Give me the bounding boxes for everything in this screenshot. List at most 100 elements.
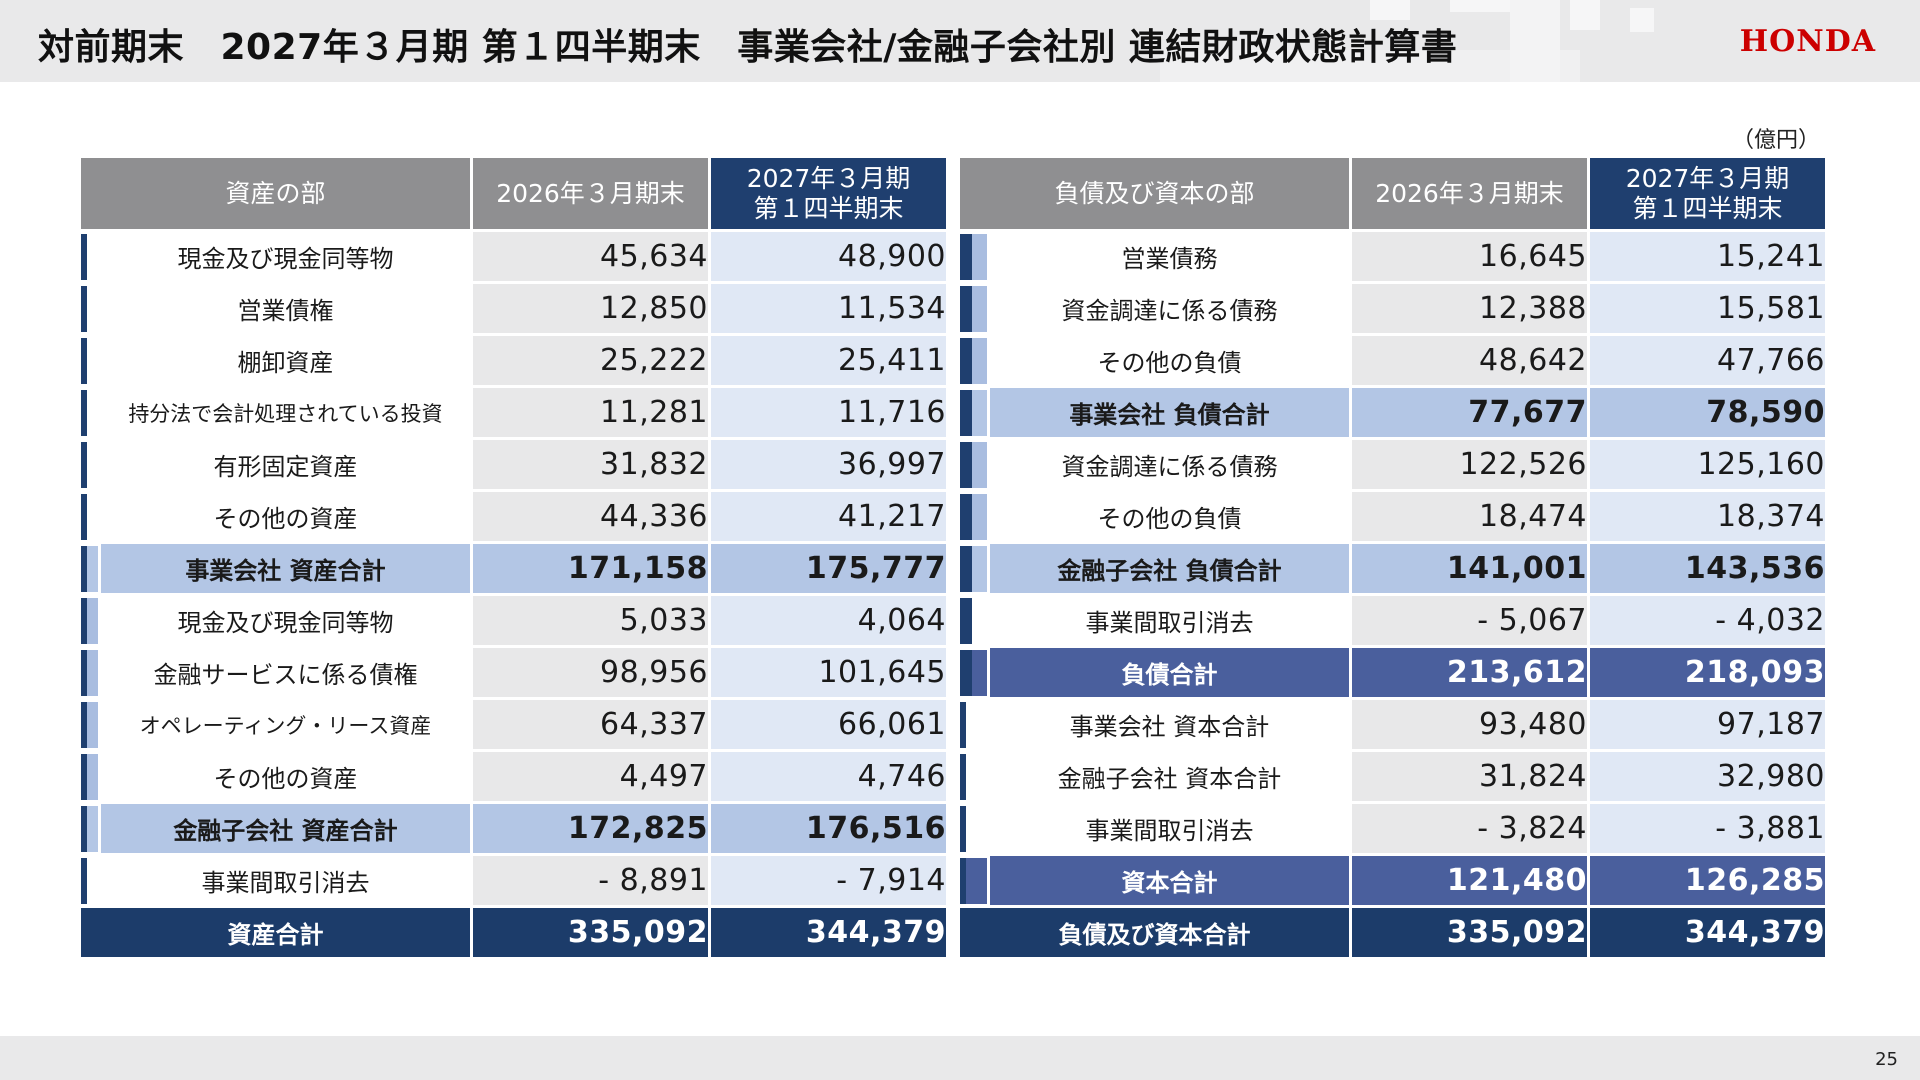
table-row: 事業間取引消去 - 8,891- 7,914 <box>78 853 949 908</box>
value-prev-period: 93,480 <box>1349 697 1590 752</box>
value-prev-period: 12,388 <box>1349 281 1590 336</box>
row-group-marker <box>78 281 101 336</box>
value-current-period: 218,093 <box>1587 645 1828 700</box>
assets-table: 資産の部 2026年３月期末 2027年３月期 第１四半期末 現金及び現金同等物… <box>78 155 949 960</box>
row-group-marker <box>957 801 990 856</box>
value-current-period: 36,997 <box>708 437 949 492</box>
row-label: 事業会社 資産合計 <box>98 541 473 596</box>
row-group-marker <box>78 801 101 856</box>
value-current-period: 66,061 <box>708 697 949 752</box>
liabilities-section-header: 負債及び資本の部 <box>957 155 1352 232</box>
row-group-marker <box>957 645 990 700</box>
value-prev-period: 31,824 <box>1349 749 1590 804</box>
table-row: 資本合計 121,480 126,285 <box>957 853 1828 908</box>
table-row: 現金及び現金同等物 45,634 48,900 <box>78 229 949 284</box>
liabilities-header-row: 負債及び資本の部 2026年３月期末 2027年３月期 第１四半期末 <box>957 155 1828 232</box>
value-current-period: 175,777 <box>708 541 949 596</box>
table-row: 営業債務 16,645 15,241 <box>957 229 1828 284</box>
value-prev-period: 213,612 <box>1349 645 1590 700</box>
row-group-marker <box>78 593 101 648</box>
table-row: 金融子会社 負債合計 141,001 143,536 <box>957 541 1828 596</box>
value-prev-period: 44,336 <box>470 489 711 544</box>
value-prev-period: 121,480 <box>1349 853 1590 908</box>
value-prev-period: 335,092 <box>1349 905 1590 960</box>
row-group-marker <box>78 697 101 752</box>
value-current-period: 15,581 <box>1587 281 1828 336</box>
row-label: 資本合計 <box>987 853 1352 908</box>
liabilities-prev-header: 2026年３月期末 <box>1349 155 1590 232</box>
row-label: 事業間取引消去 <box>987 593 1352 648</box>
row-group-marker <box>78 437 101 492</box>
row-group-marker <box>78 385 101 440</box>
value-prev-period: 31,832 <box>470 437 711 492</box>
row-group-marker <box>78 541 101 596</box>
row-label: 金融子会社 資産合計 <box>98 801 473 856</box>
row-group-marker <box>957 437 990 492</box>
table-row: その他の負債 18,474 18,374 <box>957 489 1828 544</box>
value-prev-period: 18,474 <box>1349 489 1590 544</box>
liabilities-cur-header-line1: 2027年３月期 <box>1625 163 1790 193</box>
liabilities-cur-header: 2027年３月期 第１四半期末 <box>1587 155 1828 232</box>
value-current-period: 4,746 <box>708 749 949 804</box>
row-label: 棚卸資産 <box>98 333 473 388</box>
row-label: その他の資産 <box>98 489 473 544</box>
row-group-marker <box>957 749 990 804</box>
value-current-period: 344,379 <box>1587 905 1828 960</box>
row-label: 事業間取引消去 <box>98 853 473 908</box>
row-group-marker <box>78 749 101 804</box>
value-prev-period: 77,677 <box>1349 385 1590 440</box>
value-prev-period: 98,956 <box>470 645 711 700</box>
table-row: 金融サービスに係る債権 98,956 101,645 <box>78 645 949 700</box>
value-prev-period: 171,158 <box>470 541 711 596</box>
row-label: 負債及び資本合計 <box>957 905 1352 960</box>
value-current-period: 11,534 <box>708 281 949 336</box>
row-label: 金融子会社 負債合計 <box>987 541 1352 596</box>
assets-cur-header: 2027年３月期 第１四半期末 <box>708 155 949 232</box>
table-row: 営業債権 12,850 11,534 <box>78 281 949 336</box>
row-label: 持分法で会計処理されている投資 <box>98 385 473 440</box>
assets-header-row: 資産の部 2026年３月期末 2027年３月期 第１四半期末 <box>78 155 949 232</box>
row-label: 金融子会社 資本合計 <box>987 749 1352 804</box>
value-current-period: 48,900 <box>708 229 949 284</box>
table-row: 資金調達に係る債務 12,388 15,581 <box>957 281 1828 336</box>
value-current-period: - 4,032 <box>1587 593 1828 648</box>
row-group-marker <box>957 281 990 336</box>
row-group-marker <box>957 593 990 648</box>
assets-prev-header: 2026年３月期末 <box>470 155 711 232</box>
row-label: 負債合計 <box>987 645 1352 700</box>
row-label: その他の資産 <box>98 749 473 804</box>
value-current-period: 176,516 <box>708 801 949 856</box>
table-row: 事業会社 負債合計 77,677 78,590 <box>957 385 1828 440</box>
row-group-marker <box>957 697 990 752</box>
assets-cur-header-line2: 第１四半期末 <box>753 193 904 223</box>
value-prev-period: - 5,067 <box>1349 593 1590 648</box>
row-label: オペレーティング・リース資産 <box>98 697 473 752</box>
value-current-period: - 7,914 <box>708 853 949 908</box>
row-label: 現金及び現金同等物 <box>98 229 473 284</box>
row-label: 営業債権 <box>98 281 473 336</box>
value-current-period: 11,716 <box>708 385 949 440</box>
value-prev-period: 64,337 <box>470 697 711 752</box>
table-row: 負債合計 213,612 218,093 <box>957 645 1828 700</box>
header-decoration <box>1150 0 1710 82</box>
row-group-marker <box>957 541 990 596</box>
table-row: 持分法で会計処理されている投資 11,281 11,716 <box>78 385 949 440</box>
value-current-period: - 3,881 <box>1587 801 1828 856</box>
value-current-period: 18,374 <box>1587 489 1828 544</box>
value-prev-period: 141,001 <box>1349 541 1590 596</box>
row-group-marker <box>78 333 101 388</box>
row-group-marker <box>957 333 990 388</box>
value-prev-period: 16,645 <box>1349 229 1590 284</box>
row-label: 資金調達に係る債務 <box>987 437 1352 492</box>
value-prev-period: 5,033 <box>470 593 711 648</box>
table-row: オペレーティング・リース資産 64,337 66,061 <box>78 697 949 752</box>
value-current-period: 4,064 <box>708 593 949 648</box>
liabilities-cur-header-line2: 第１四半期末 <box>1632 193 1783 223</box>
row-label: 金融サービスに係る債権 <box>98 645 473 700</box>
table-row: 有形固定資産 31,832 36,997 <box>78 437 949 492</box>
value-prev-period: - 3,824 <box>1349 801 1590 856</box>
row-label: 事業会社 負債合計 <box>987 385 1352 440</box>
row-label: 資金調達に係る債務 <box>987 281 1352 336</box>
value-current-period: 344,379 <box>708 905 949 960</box>
row-group-marker <box>957 385 990 440</box>
